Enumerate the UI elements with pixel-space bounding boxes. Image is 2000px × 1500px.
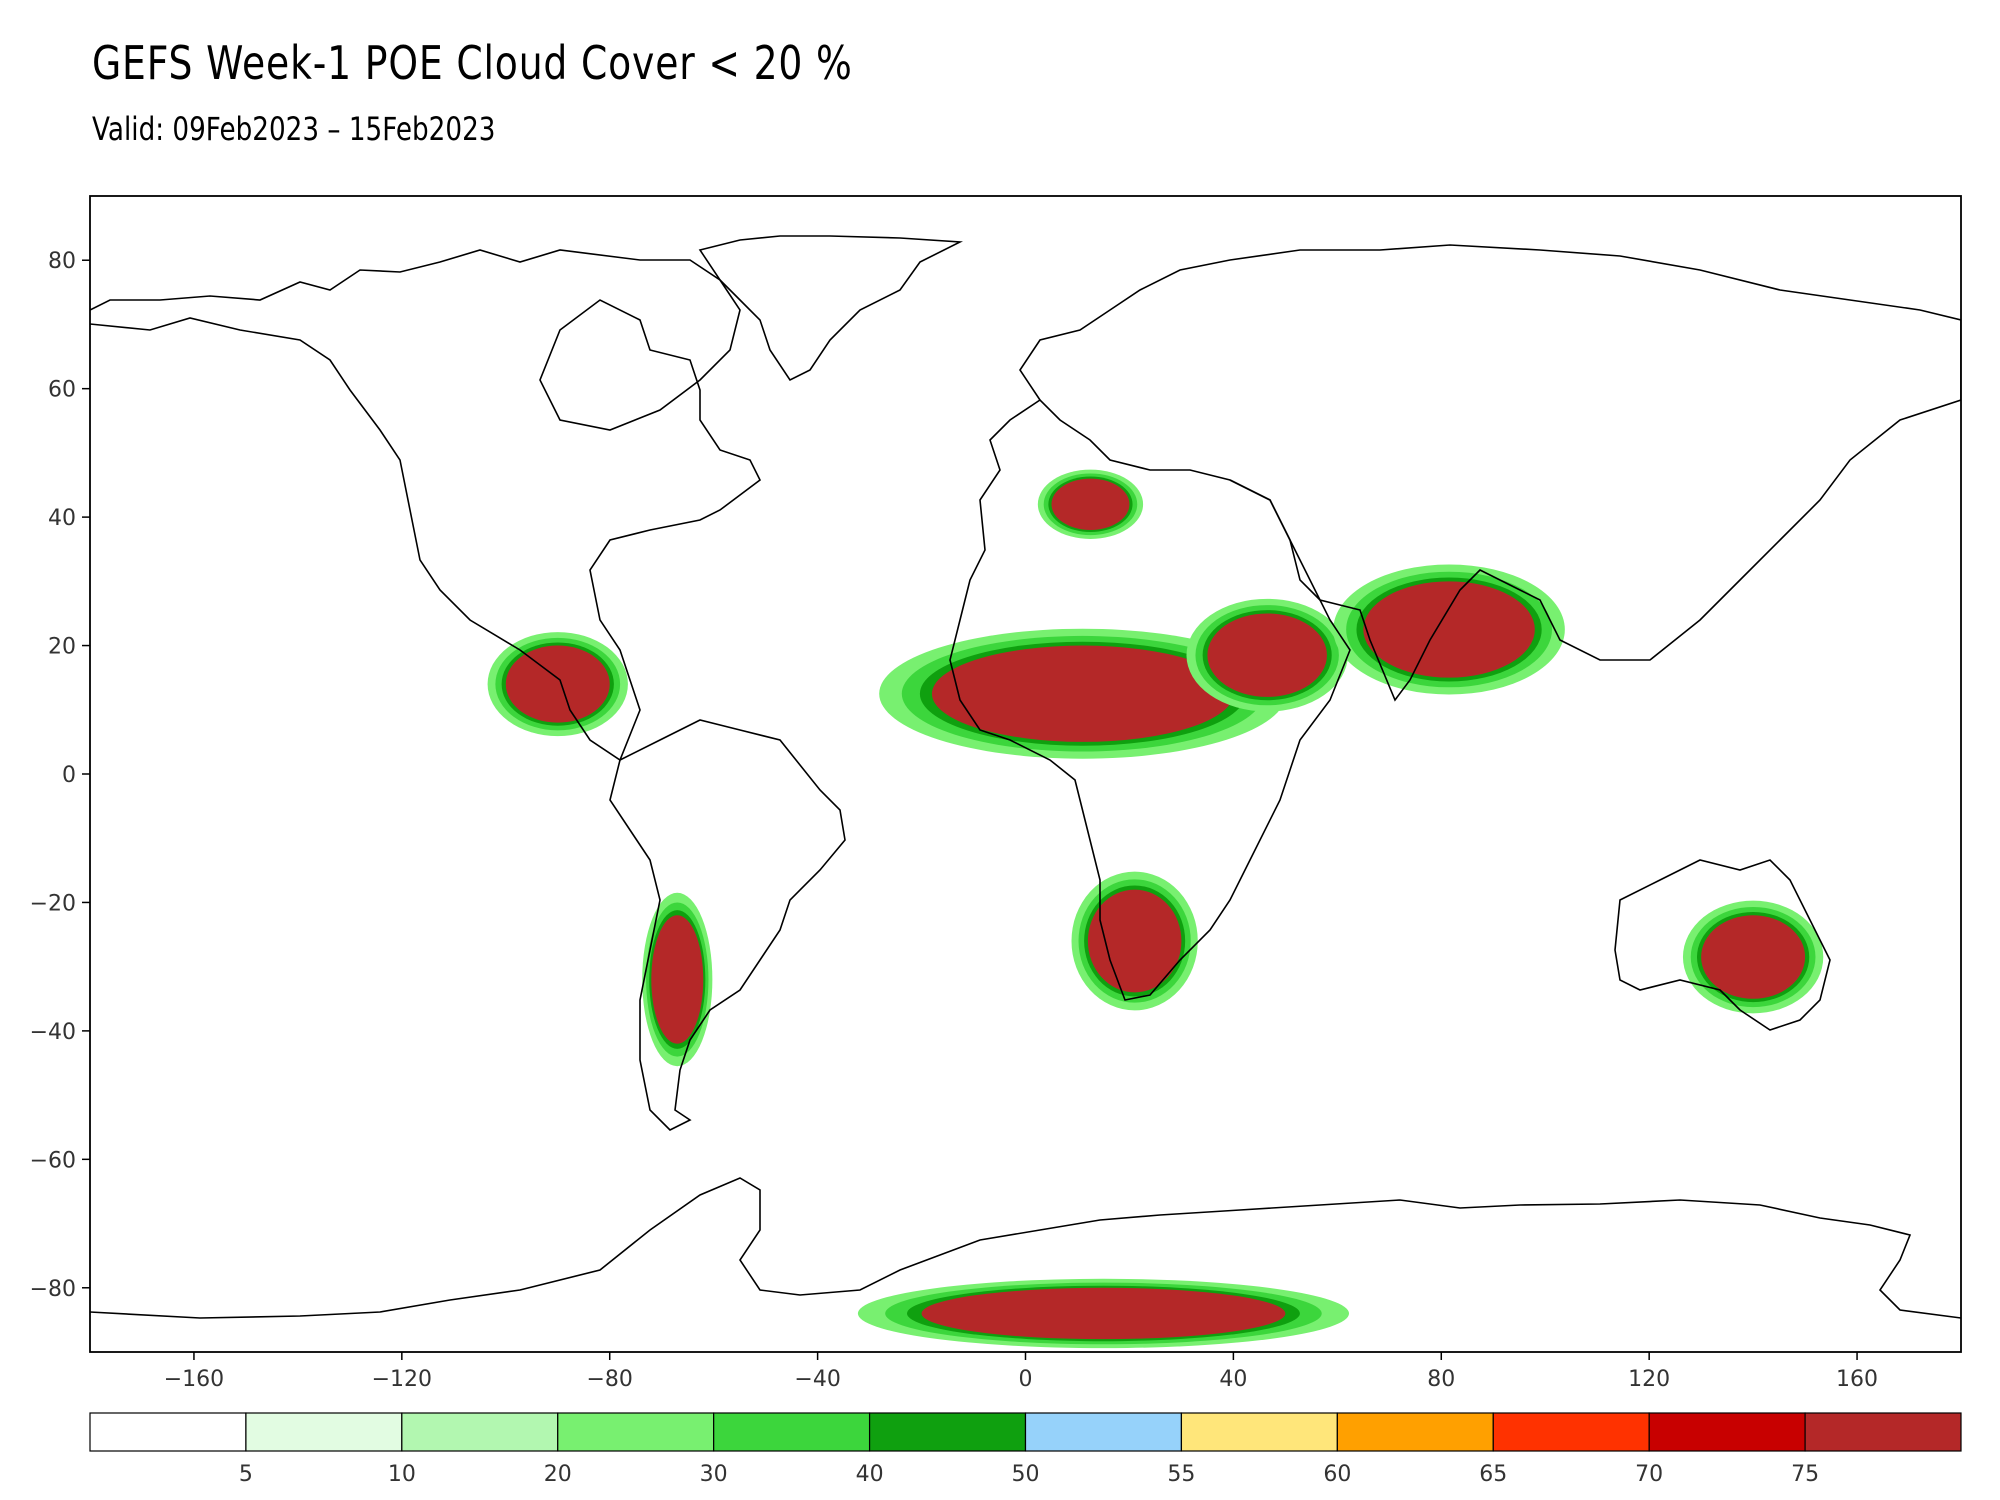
- colorbar-swatch: [1336, 1412, 1494, 1452]
- colorbar-label: 65: [1479, 1462, 1507, 1487]
- lon-tick-label: 40: [1219, 1367, 1247, 1392]
- colorbar-swatch: [1804, 1412, 1962, 1452]
- prob-core-australia-interior: [1701, 915, 1806, 999]
- colorbar-label: 55: [1167, 1462, 1195, 1487]
- europe-africa-coast: [949, 398, 1351, 1001]
- map-subtitle: Valid: 09Feb2023 – 15Feb2023: [92, 110, 496, 148]
- lat-tick-label: 20: [48, 635, 76, 660]
- colorbar-label: 75: [1791, 1462, 1819, 1487]
- australia-coast: [1614, 859, 1831, 1031]
- map-frame: [89, 195, 1962, 1353]
- greenland-coast: [698, 235, 963, 382]
- lon-tick-label: 160: [1836, 1367, 1878, 1392]
- colorbar-swatch: [1024, 1412, 1183, 1452]
- colorbar-label: 10: [388, 1462, 416, 1487]
- lon-tick-label: 120: [1628, 1367, 1670, 1392]
- prob-core-southern-africa: [1087, 889, 1182, 993]
- lon-tick-label: 80: [1427, 1367, 1455, 1392]
- colorbar-label: 70: [1635, 1462, 1663, 1487]
- lon-tick-label: −160: [164, 1367, 224, 1392]
- prob-core-antarctica-east: [921, 1287, 1286, 1340]
- colorbar-swatch: [1648, 1412, 1806, 1452]
- colorbar: 5 10 20 30 40 50 55 60 65 70 75: [89, 1412, 1962, 1487]
- lon-tick-label: −80: [587, 1367, 633, 1392]
- colorbar-label: 60: [1323, 1462, 1351, 1487]
- lat-tick-label: −80: [30, 1277, 76, 1302]
- colorbar-label: 50: [1012, 1462, 1040, 1487]
- colorbar-swatch: [557, 1412, 715, 1452]
- lon-tick-label: 0: [1019, 1367, 1033, 1392]
- colorbar-label: 40: [856, 1462, 884, 1487]
- longitude-axis: −160 −120 −80 −40 0 40 80 120 160: [164, 1352, 1878, 1392]
- lat-tick-label: −60: [30, 1148, 76, 1173]
- prob-core-india: [1363, 581, 1535, 678]
- colorbar-label: 30: [700, 1462, 728, 1487]
- lat-tick-label: 80: [48, 249, 76, 274]
- coastlines: [90, 235, 1961, 1319]
- colorbar-label: 20: [544, 1462, 572, 1487]
- colorbar-swatch: [245, 1412, 403, 1452]
- lon-tick-label: −120: [372, 1367, 432, 1392]
- lat-tick-label: −40: [30, 1020, 76, 1045]
- colorbar-label: 5: [239, 1462, 253, 1487]
- eurasia-coast: [1019, 244, 1961, 702]
- lat-tick-label: 40: [48, 506, 76, 531]
- prob-core-argentina: [651, 915, 704, 1044]
- colorbar-swatch: [401, 1412, 559, 1452]
- prob-core-central-america: [505, 645, 610, 723]
- south-america-coast: [609, 719, 846, 1131]
- colorbar-swatch: [1492, 1412, 1650, 1452]
- probability-fills: [487, 469, 1824, 1349]
- antarctica-coast: [90, 1177, 1961, 1319]
- north-america-coast: [90, 249, 762, 762]
- colorbar-swatch: [89, 1412, 247, 1452]
- prob-core-arabia: [1207, 613, 1327, 697]
- lat-tick-label: −20: [30, 891, 76, 916]
- lat-tick-label: 0: [62, 763, 76, 788]
- latitude-axis: 80 60 40 20 0 −20 −40 −60 −80: [30, 249, 90, 1302]
- lat-tick-label: 60: [48, 378, 76, 403]
- colorbar-swatch: [868, 1412, 1027, 1452]
- colorbar-swatch: [713, 1412, 871, 1452]
- lon-tick-label: −40: [794, 1367, 840, 1392]
- prob-core-italy: [1051, 478, 1130, 530]
- map-title: GEFS Week-1 POE Cloud Cover < 20 %: [92, 36, 853, 90]
- colorbar-swatch: [1180, 1412, 1338, 1452]
- prob-core-sahel: [931, 645, 1234, 742]
